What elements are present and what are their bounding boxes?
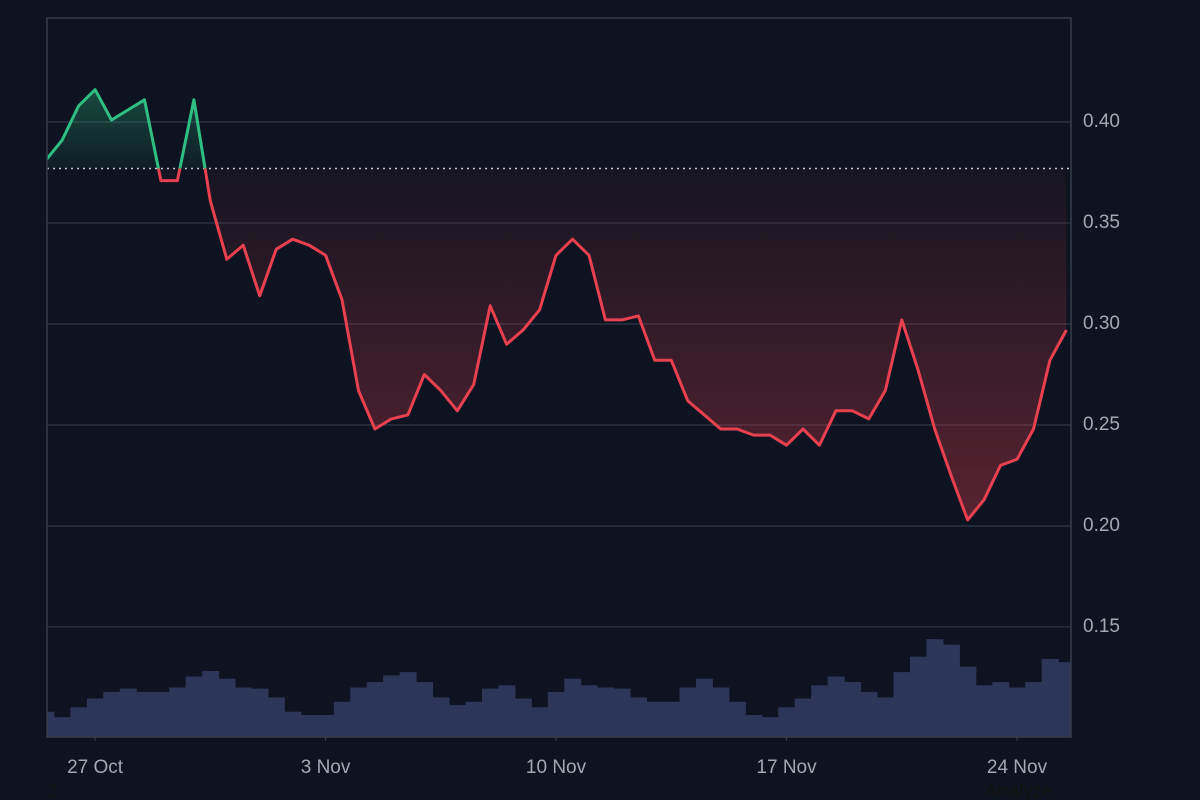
volume-bar [300,715,318,737]
footer-right[interactable]: Analyze [985,781,1053,800]
volume-bar [86,698,104,737]
volume-bar [926,639,944,737]
x-tick-label: 17 Nov [756,757,817,778]
volume-bar [794,698,812,737]
price-line [47,88,1068,522]
volume-bar [47,711,55,737]
volume-bar [745,715,763,737]
volume-bar [531,707,549,737]
volume-bar [251,688,269,737]
volume-bar [136,691,154,737]
volume-bar [959,666,977,737]
volume-bar [202,671,220,737]
volume-bar [877,697,895,737]
volume-bar [646,701,664,737]
volume-bar [218,678,236,737]
volume-bar [547,691,565,737]
volume-bar [1041,658,1059,737]
volume-bar [909,656,927,737]
y-tick-label: 0.30 [1083,313,1120,334]
volume-bar [284,711,302,737]
volume-bar [712,687,730,737]
y-tick-label: 0.15 [1083,616,1120,637]
volume-bar [185,676,203,737]
volume-bar [416,682,434,737]
volume-bar [383,675,401,737]
volume-layer [47,639,1071,737]
volume-bar [1058,662,1071,737]
volume-bar [564,678,582,737]
volume-bar [679,687,697,737]
volume-bar [778,707,796,737]
volume-bar [1025,682,1043,737]
volume-bar [70,707,88,737]
x-tick-label: 24 Nov [987,757,1048,778]
price-layer [47,88,1071,522]
volume-bar [761,717,779,737]
volume-bar [465,701,483,737]
volume-bar [317,715,335,737]
price-area [47,89,1067,520]
y-tick-label: 0.40 [1083,111,1120,132]
volume-bar [53,717,71,737]
volume-bar [992,682,1010,737]
volume-bar [366,682,384,737]
volume-bar [597,687,615,737]
volume-bar [103,691,121,737]
volume-bar [432,697,450,737]
volume-bar [663,701,681,737]
volume-bar [728,701,746,737]
volume-bar [399,672,417,737]
labels-layer: 0.15 0.20 0.25 0.30 0.35 0.40 27 Oct 3 Nov 10 No… [67,111,1120,778]
volume-bar [449,705,466,737]
y-tick-label: 0.25 [1083,414,1120,435]
volume-bar [942,644,960,737]
volume-bar [235,687,252,737]
volume-bar [613,688,631,737]
volume-bar [630,697,648,737]
y-tick-label: 0.20 [1083,515,1120,536]
volume-bar [119,688,137,737]
volume-bar [580,685,598,737]
volume-bar [893,672,911,737]
volume-bar [811,685,829,737]
volume-bar [350,687,368,737]
x-tick-label: 3 Nov [301,757,351,778]
volume-bar [481,688,499,737]
volume-bar [514,698,532,737]
volume-bar [498,685,516,737]
plot-frame [46,17,1072,738]
volume-bar [1008,687,1026,737]
volume-bar [975,685,993,737]
y-tick-label: 0.35 [1083,212,1120,233]
volume-bar [844,682,862,737]
volume-bar [695,678,713,737]
volume-bar [860,691,878,737]
volume-bar [827,676,845,737]
volume-bar [267,697,285,737]
x-tick-label: 27 Oct [67,757,124,778]
volume-bar [169,687,187,737]
x-tick-label: 10 Nov [526,757,587,778]
volume-bar [152,691,170,737]
footer-left: 2 [47,781,58,800]
volume-bar [333,701,351,737]
